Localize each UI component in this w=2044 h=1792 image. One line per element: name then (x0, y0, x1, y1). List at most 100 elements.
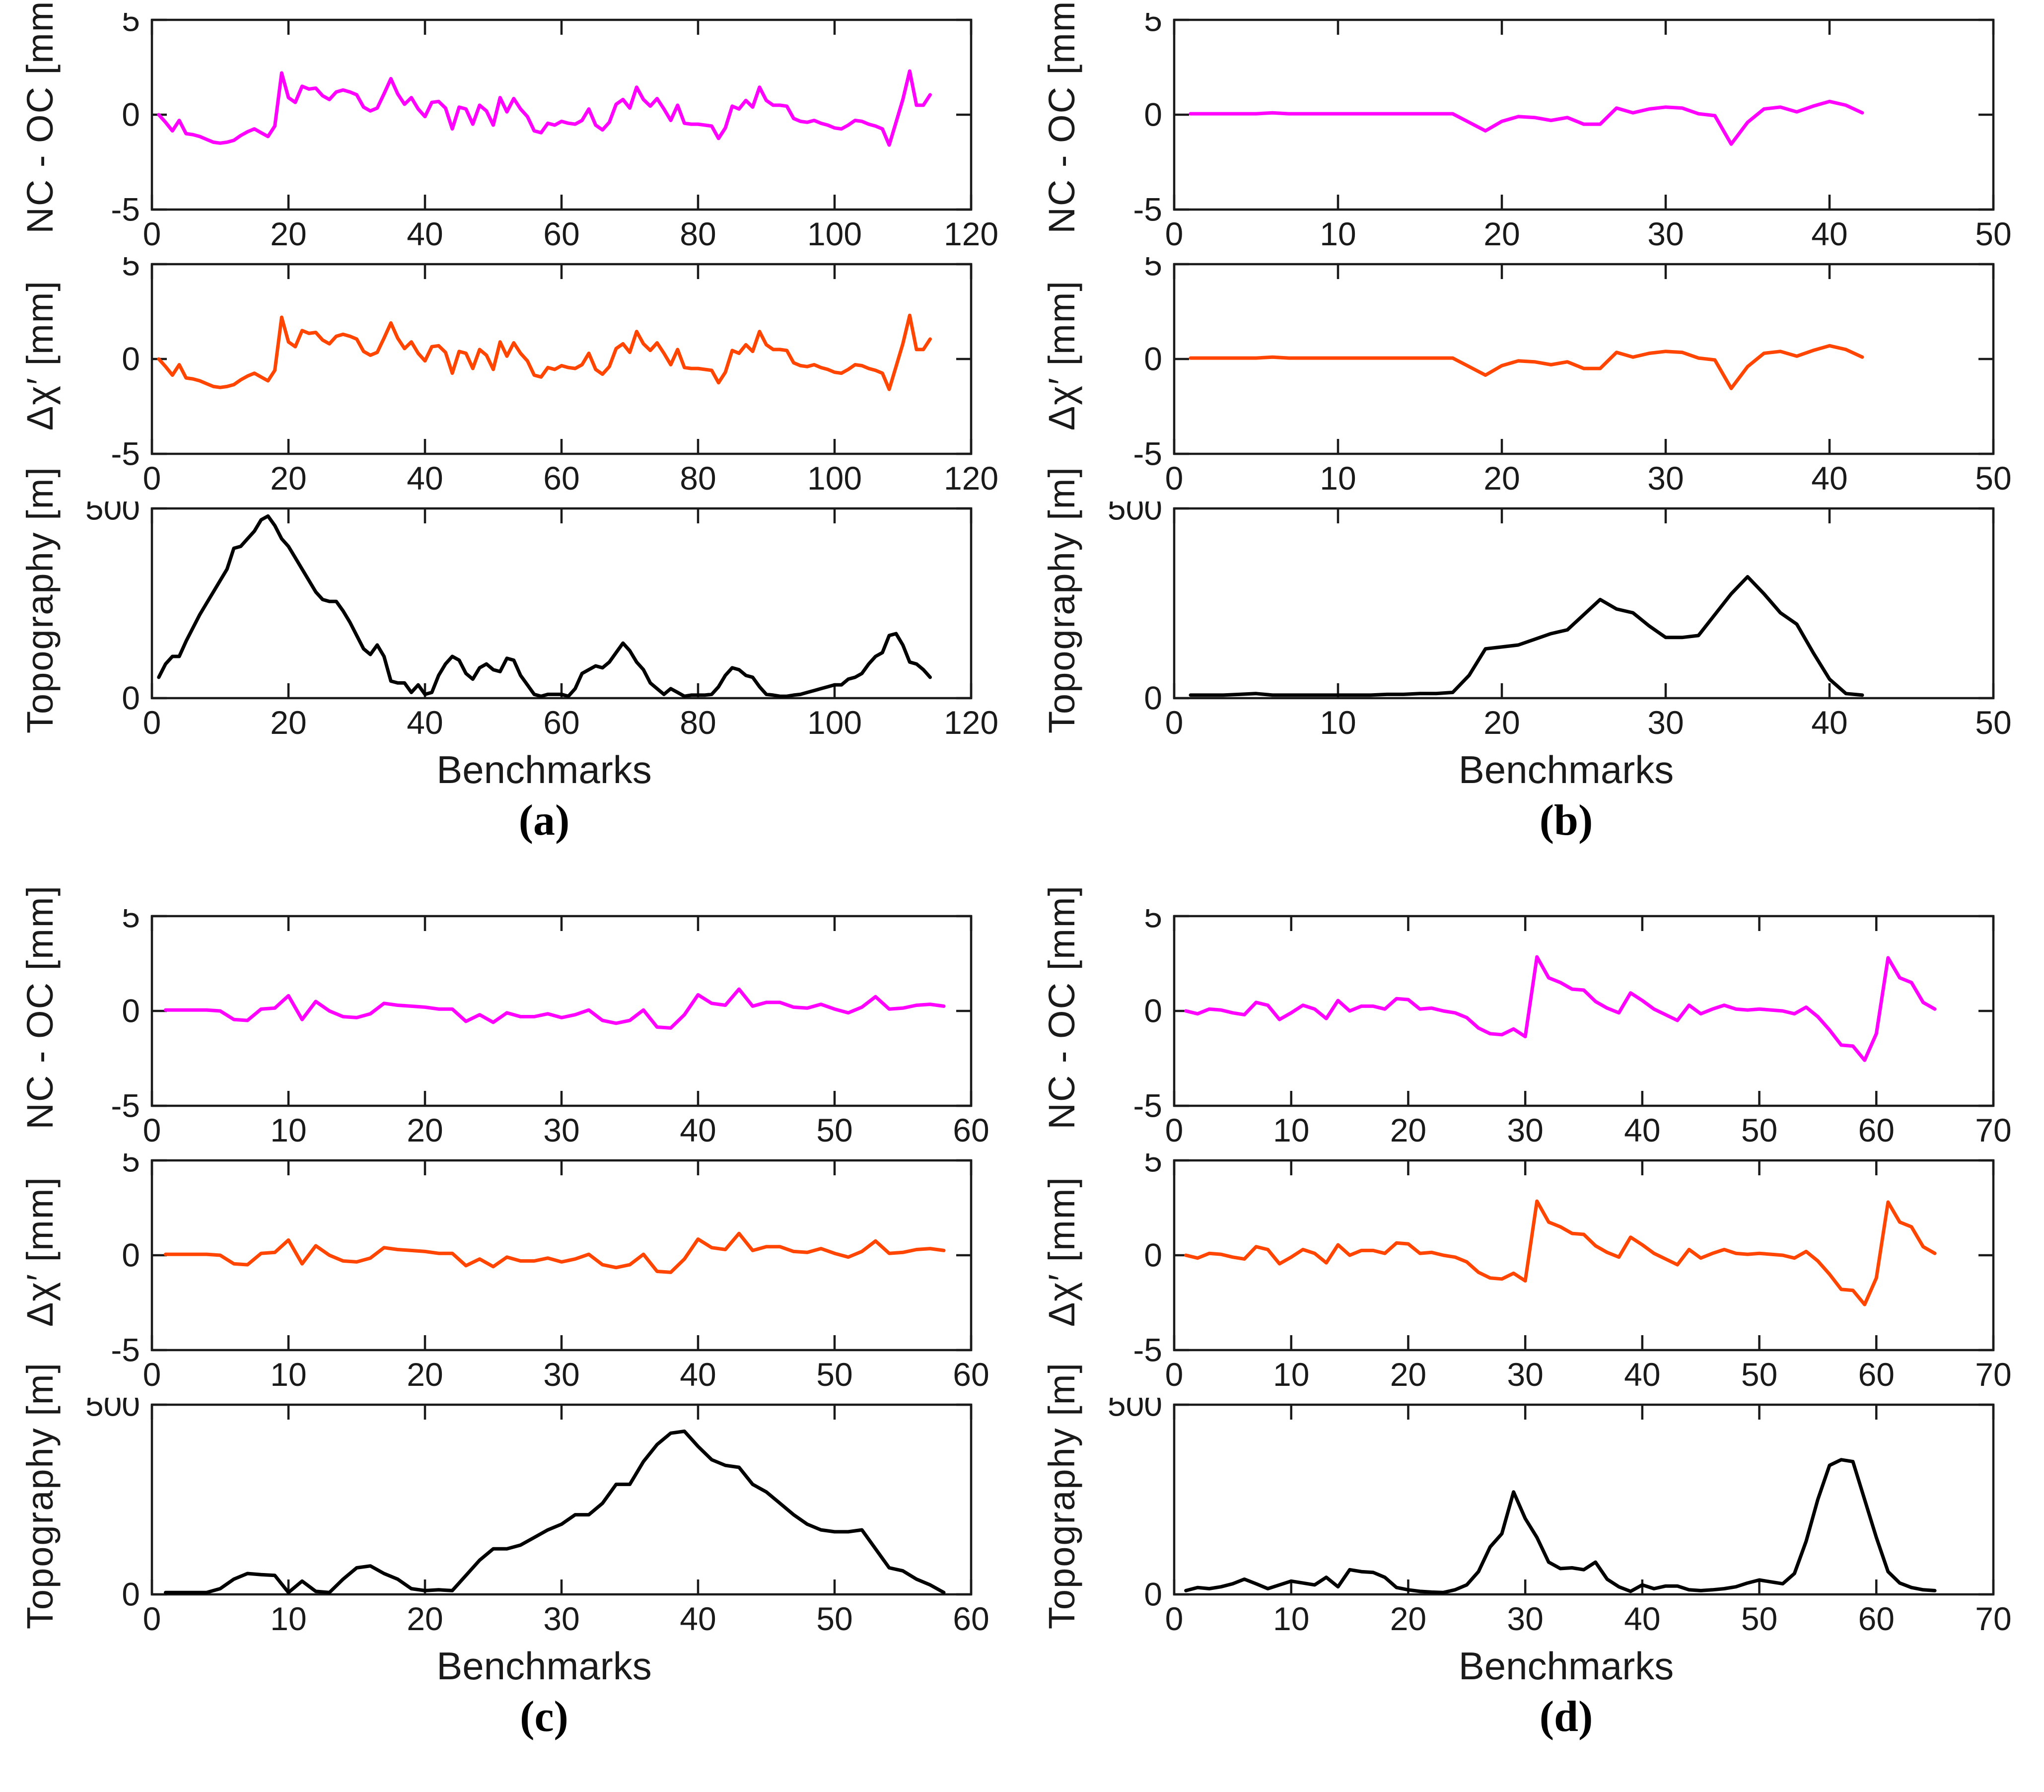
chart-b-topography: Topography [m] 0 10 20 30 40 50 500 0 (1034, 466, 2030, 743)
x-tick-label: 30 (1507, 1112, 1543, 1148)
x-tick-label: 80 (680, 215, 716, 252)
y-axis-label: Δχ′ [mm] (12, 1153, 68, 1395)
x-tick-label: 10 (1320, 215, 1356, 252)
x-tick-label: 0 (143, 460, 161, 497)
x-tick-label: 30 (543, 1600, 579, 1637)
y-tick-label: 500 (85, 1398, 140, 1423)
y-tick-label: -5 (1133, 1087, 1162, 1124)
plot-box (1173, 1403, 1994, 1595)
panel-caption-a: (a) (518, 796, 570, 845)
x-tick-label: 30 (543, 1112, 579, 1148)
x-tick-label: 30 (1647, 215, 1684, 252)
chart-a-delta-chi: Δχ′ [mm] 0 20 40 60 80 100 120 5 0 -5 (12, 257, 1007, 499)
data-line-nc-oc (164, 987, 946, 1030)
y-tick-label: 500 (1107, 502, 1162, 526)
x-tick-label: 0 (1165, 460, 1183, 497)
chart-c-topography: Topography [m] 0 10 20 30 40 50 60 500 0 (12, 1362, 1007, 1639)
x-tick-label: 30 (1647, 460, 1684, 497)
x-tick-label: 70 (1975, 1112, 2011, 1148)
y-tick-label: 0 (122, 992, 140, 1029)
x-tick-label: 10 (1320, 704, 1356, 741)
y-tick-label: -5 (111, 1331, 140, 1368)
data-line-nc-oc (157, 69, 932, 147)
data-line-topography (157, 514, 932, 698)
y-axis-label-text: Topography [m] (1041, 466, 1082, 734)
x-tick-label: 80 (680, 460, 716, 497)
x-tick-label: 30 (1507, 1600, 1543, 1637)
y-axis-label: Δχ′ [mm] (1034, 1153, 1090, 1395)
panel-caption-b: (b) (1539, 796, 1593, 845)
y-tick-label: 5 (122, 909, 140, 934)
x-tick-label: 60 (543, 460, 579, 497)
data-line-delta-chi (1184, 1199, 1937, 1306)
y-tick-label: 5 (1144, 1153, 1162, 1178)
y-tick-label: 5 (122, 1153, 140, 1178)
y-axis-label-text: Topography [m] (1041, 1362, 1082, 1630)
x-tick-label: 20 (407, 1112, 443, 1148)
y-tick-label: 5 (1144, 257, 1162, 282)
y-axis-label: Topography [m] (1034, 466, 1090, 743)
x-tick-label: 50 (1741, 1112, 1777, 1148)
x-tick-label: 60 (953, 1356, 989, 1393)
chart-c-delta-chi: Δχ′ [mm] 0 10 20 30 40 50 60 5 0 -5 (12, 1153, 1007, 1395)
x-tick-label: 50 (1975, 460, 2011, 497)
x-tick-label: 40 (1624, 1356, 1660, 1393)
x-tick-label: 10 (1273, 1600, 1309, 1637)
x-tick-label: 0 (143, 215, 161, 252)
x-tick-label: 20 (1483, 215, 1520, 252)
y-tick-label: 0 (122, 1236, 140, 1273)
y-tick-label: -5 (111, 435, 140, 472)
y-tick-label: 5 (1144, 13, 1162, 38)
y-tick-label: -5 (111, 191, 140, 227)
y-axis-label: Δχ′ [mm] (1034, 257, 1090, 499)
x-tick-label: 40 (407, 460, 443, 497)
y-tick-label: 5 (122, 257, 140, 282)
x-tick-label: 20 (270, 215, 306, 252)
chart-c-nc-oc: NC - OC [mm] 0 10 20 30 40 50 60 5 0 -5 (12, 885, 1007, 1150)
x-tick-label: 20 (407, 1356, 443, 1393)
y-axis-label-text: NC - OC [mm] (19, 0, 61, 234)
y-tick-label: -5 (1133, 191, 1162, 227)
data-line-nc-oc (1189, 99, 1864, 146)
x-tick-label: 40 (407, 215, 443, 252)
x-tick-label: 120 (944, 704, 998, 741)
plot-a-topography: 0 20 40 60 80 100 120 500 0 (85, 502, 998, 741)
x-tick-label: 40 (1624, 1112, 1660, 1148)
x-tick-label: 40 (1624, 1600, 1660, 1637)
chart-d-topography: Topography [m] 0 10 20 30 40 50 60 70 500 0 (1034, 1362, 2030, 1639)
y-axis-label-text: Δχ′ [mm] (1041, 280, 1082, 431)
x-tick-label: 0 (143, 1356, 161, 1393)
y-axis-label: Topography [m] (12, 466, 68, 743)
x-tick-label: 120 (944, 460, 998, 497)
y-axis-label: NC - OC [mm] (12, 885, 68, 1150)
panel-c: NC - OC [mm] 0 10 20 30 40 50 60 5 0 -5 Δχ′ [mm] … (0, 885, 1022, 1792)
y-tick-label: 0 (1144, 1576, 1162, 1612)
y-tick-label: 0 (122, 679, 140, 716)
x-axis-label: Benchmarks (1458, 1644, 1674, 1688)
x-tick-label: 50 (1975, 215, 2011, 252)
plot-box (150, 915, 973, 1107)
x-tick-label: 30 (543, 1356, 579, 1393)
y-axis-label: NC - OC [mm] (1034, 0, 1090, 254)
y-axis-label-text: Topography [m] (19, 1362, 61, 1630)
data-line-topography (1189, 575, 1864, 697)
chart-a-nc-oc: NC - OC [mm] 0 20 40 60 80 100 120 5 0 -5 (12, 0, 1007, 254)
x-tick-label: 100 (807, 215, 862, 252)
x-axis-label: Benchmarks (436, 748, 652, 791)
y-tick-label: 0 (1144, 1236, 1162, 1273)
data-line-delta-chi (1189, 344, 1864, 390)
x-tick-label: 10 (1320, 460, 1356, 497)
x-tick-label: 100 (807, 460, 862, 497)
x-tick-label: 30 (1647, 704, 1684, 741)
x-tick-label: 10 (1273, 1356, 1309, 1393)
x-tick-label: 20 (1390, 1600, 1426, 1637)
y-tick-label: 500 (1107, 1398, 1162, 1423)
y-tick-label: 0 (1144, 992, 1162, 1029)
x-tick-label: 20 (1390, 1112, 1426, 1148)
